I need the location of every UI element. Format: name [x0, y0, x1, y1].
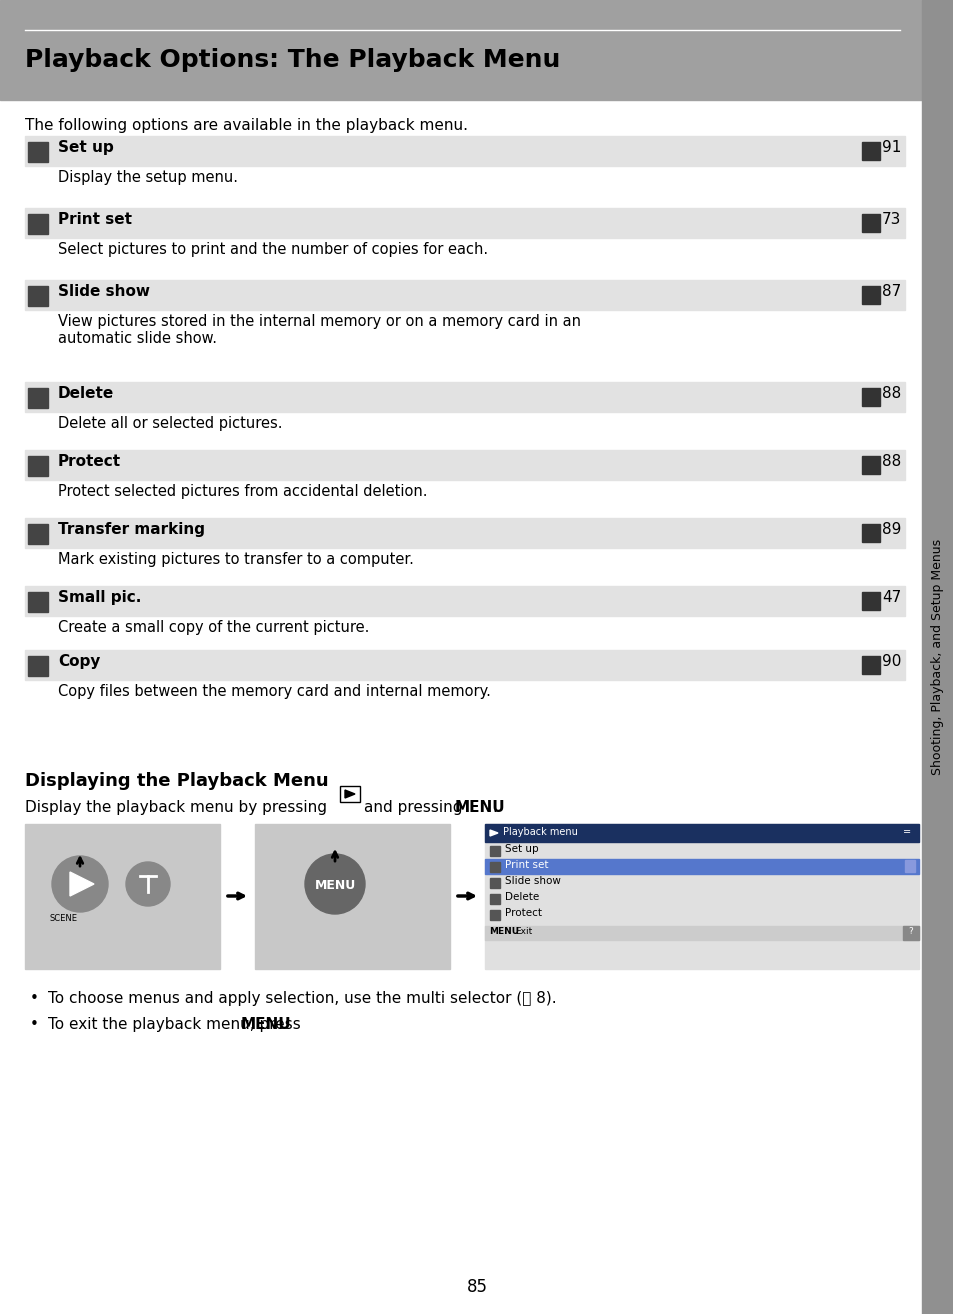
Text: Mark existing pictures to transfer to a computer.: Mark existing pictures to transfer to a … [58, 552, 414, 568]
Text: Displaying the Playback Menu: Displaying the Playback Menu [25, 773, 328, 790]
Text: Set up: Set up [58, 141, 113, 155]
Bar [28, 388, 48, 409]
Text: •: • [30, 991, 39, 1007]
Bar [28, 593, 48, 612]
Text: Delete: Delete [504, 892, 538, 901]
Bar [862, 593, 879, 610]
Text: 73: 73 [882, 212, 901, 227]
Text: =: = [902, 827, 910, 837]
Text: 87: 87 [882, 284, 901, 300]
Polygon shape [345, 790, 355, 798]
Bar [28, 656, 48, 675]
Text: 90: 90 [882, 654, 901, 669]
Bar [28, 456, 48, 476]
Circle shape [305, 854, 365, 915]
Text: MENU: MENU [241, 1017, 292, 1031]
Bar [862, 524, 879, 541]
Bar [484, 824, 918, 968]
Text: Small pic.: Small pic. [58, 590, 141, 604]
Bar [484, 824, 918, 842]
Bar [339, 786, 359, 802]
Text: Display the setup menu.: Display the setup menu. [58, 170, 237, 185]
Text: Copy files between the memory card and internal memory.: Copy files between the memory card and i… [58, 685, 491, 699]
Text: 88: 88 [882, 386, 901, 401]
Text: Shooting, Playback, and Setup Menus: Shooting, Playback, and Setup Menus [930, 539, 943, 775]
Text: Protect: Protect [504, 908, 541, 918]
Polygon shape [490, 830, 497, 836]
Bar [25, 208, 904, 238]
Bar [25, 586, 904, 616]
Text: .: . [492, 800, 497, 815]
Text: Slide show: Slide show [58, 284, 150, 300]
Text: To exit the playback menu, press: To exit the playback menu, press [48, 1017, 305, 1031]
Text: SCENE: SCENE [50, 915, 78, 922]
Text: Create a small copy of the current picture.: Create a small copy of the current pictu… [58, 620, 369, 635]
Bar [862, 214, 879, 233]
Bar [488, 827, 499, 840]
Text: MENU: MENU [455, 800, 505, 815]
Bar [484, 859, 918, 874]
Text: MENU: MENU [489, 926, 518, 936]
Text: and pressing: and pressing [364, 800, 462, 815]
Bar [0, 0, 953, 100]
Text: The following options are available in the playback menu.: The following options are available in t… [25, 118, 468, 133]
Text: Display the playback menu by pressing: Display the playback menu by pressing [25, 800, 327, 815]
Bar [490, 894, 499, 904]
Text: Slide show: Slide show [504, 876, 560, 886]
Bar [28, 142, 48, 162]
Bar [902, 926, 918, 940]
Text: 85: 85 [466, 1279, 487, 1296]
Bar [862, 456, 879, 474]
Bar [28, 214, 48, 234]
Bar [490, 911, 499, 920]
Bar [490, 862, 499, 872]
Text: Transfer marking: Transfer marking [58, 522, 205, 537]
Text: .: . [276, 1017, 282, 1031]
Text: 91: 91 [882, 141, 901, 155]
Bar [25, 824, 220, 968]
Text: Playback menu: Playback menu [502, 827, 578, 837]
Text: View pictures stored in the internal memory or on a memory card in an
automatic : View pictures stored in the internal mem… [58, 314, 580, 347]
Circle shape [126, 862, 170, 905]
Text: Playback Options: The Playback Menu: Playback Options: The Playback Menu [25, 49, 559, 72]
Bar [484, 926, 918, 940]
Text: To choose menus and apply selection, use the multi selector (Ⓢ 8).: To choose menus and apply selection, use… [48, 991, 556, 1007]
Text: Exit: Exit [515, 926, 532, 936]
Bar [921, 0, 953, 1314]
Text: 89: 89 [882, 522, 901, 537]
Text: Delete: Delete [58, 386, 114, 401]
Text: MENU: MENU [314, 879, 355, 892]
Polygon shape [70, 872, 94, 896]
Text: ?: ? [907, 926, 912, 936]
Text: Protect: Protect [58, 455, 121, 469]
Text: •: • [30, 1017, 39, 1031]
Text: 88: 88 [882, 455, 901, 469]
Bar [28, 524, 48, 544]
Text: Select pictures to print and the number of copies for each.: Select pictures to print and the number … [58, 242, 488, 258]
Bar [490, 878, 499, 888]
Bar [490, 846, 499, 855]
Bar [25, 449, 904, 480]
Bar [862, 656, 879, 674]
Bar [25, 280, 904, 310]
Bar [904, 859, 914, 872]
Bar [25, 650, 904, 681]
Bar [25, 382, 904, 413]
Bar [254, 824, 450, 968]
Text: Set up: Set up [504, 844, 538, 854]
Bar [862, 142, 879, 160]
Text: Protect selected pictures from accidental deletion.: Protect selected pictures from accidenta… [58, 484, 427, 499]
Bar [862, 286, 879, 304]
Text: Print set: Print set [58, 212, 132, 227]
Text: Delete all or selected pictures.: Delete all or selected pictures. [58, 417, 282, 431]
Text: 47: 47 [882, 590, 901, 604]
Bar [25, 518, 904, 548]
Bar [862, 388, 879, 406]
Text: Copy: Copy [58, 654, 100, 669]
Circle shape [52, 855, 108, 912]
Bar [25, 137, 904, 166]
Text: Print set: Print set [504, 859, 548, 870]
Bar [28, 286, 48, 306]
